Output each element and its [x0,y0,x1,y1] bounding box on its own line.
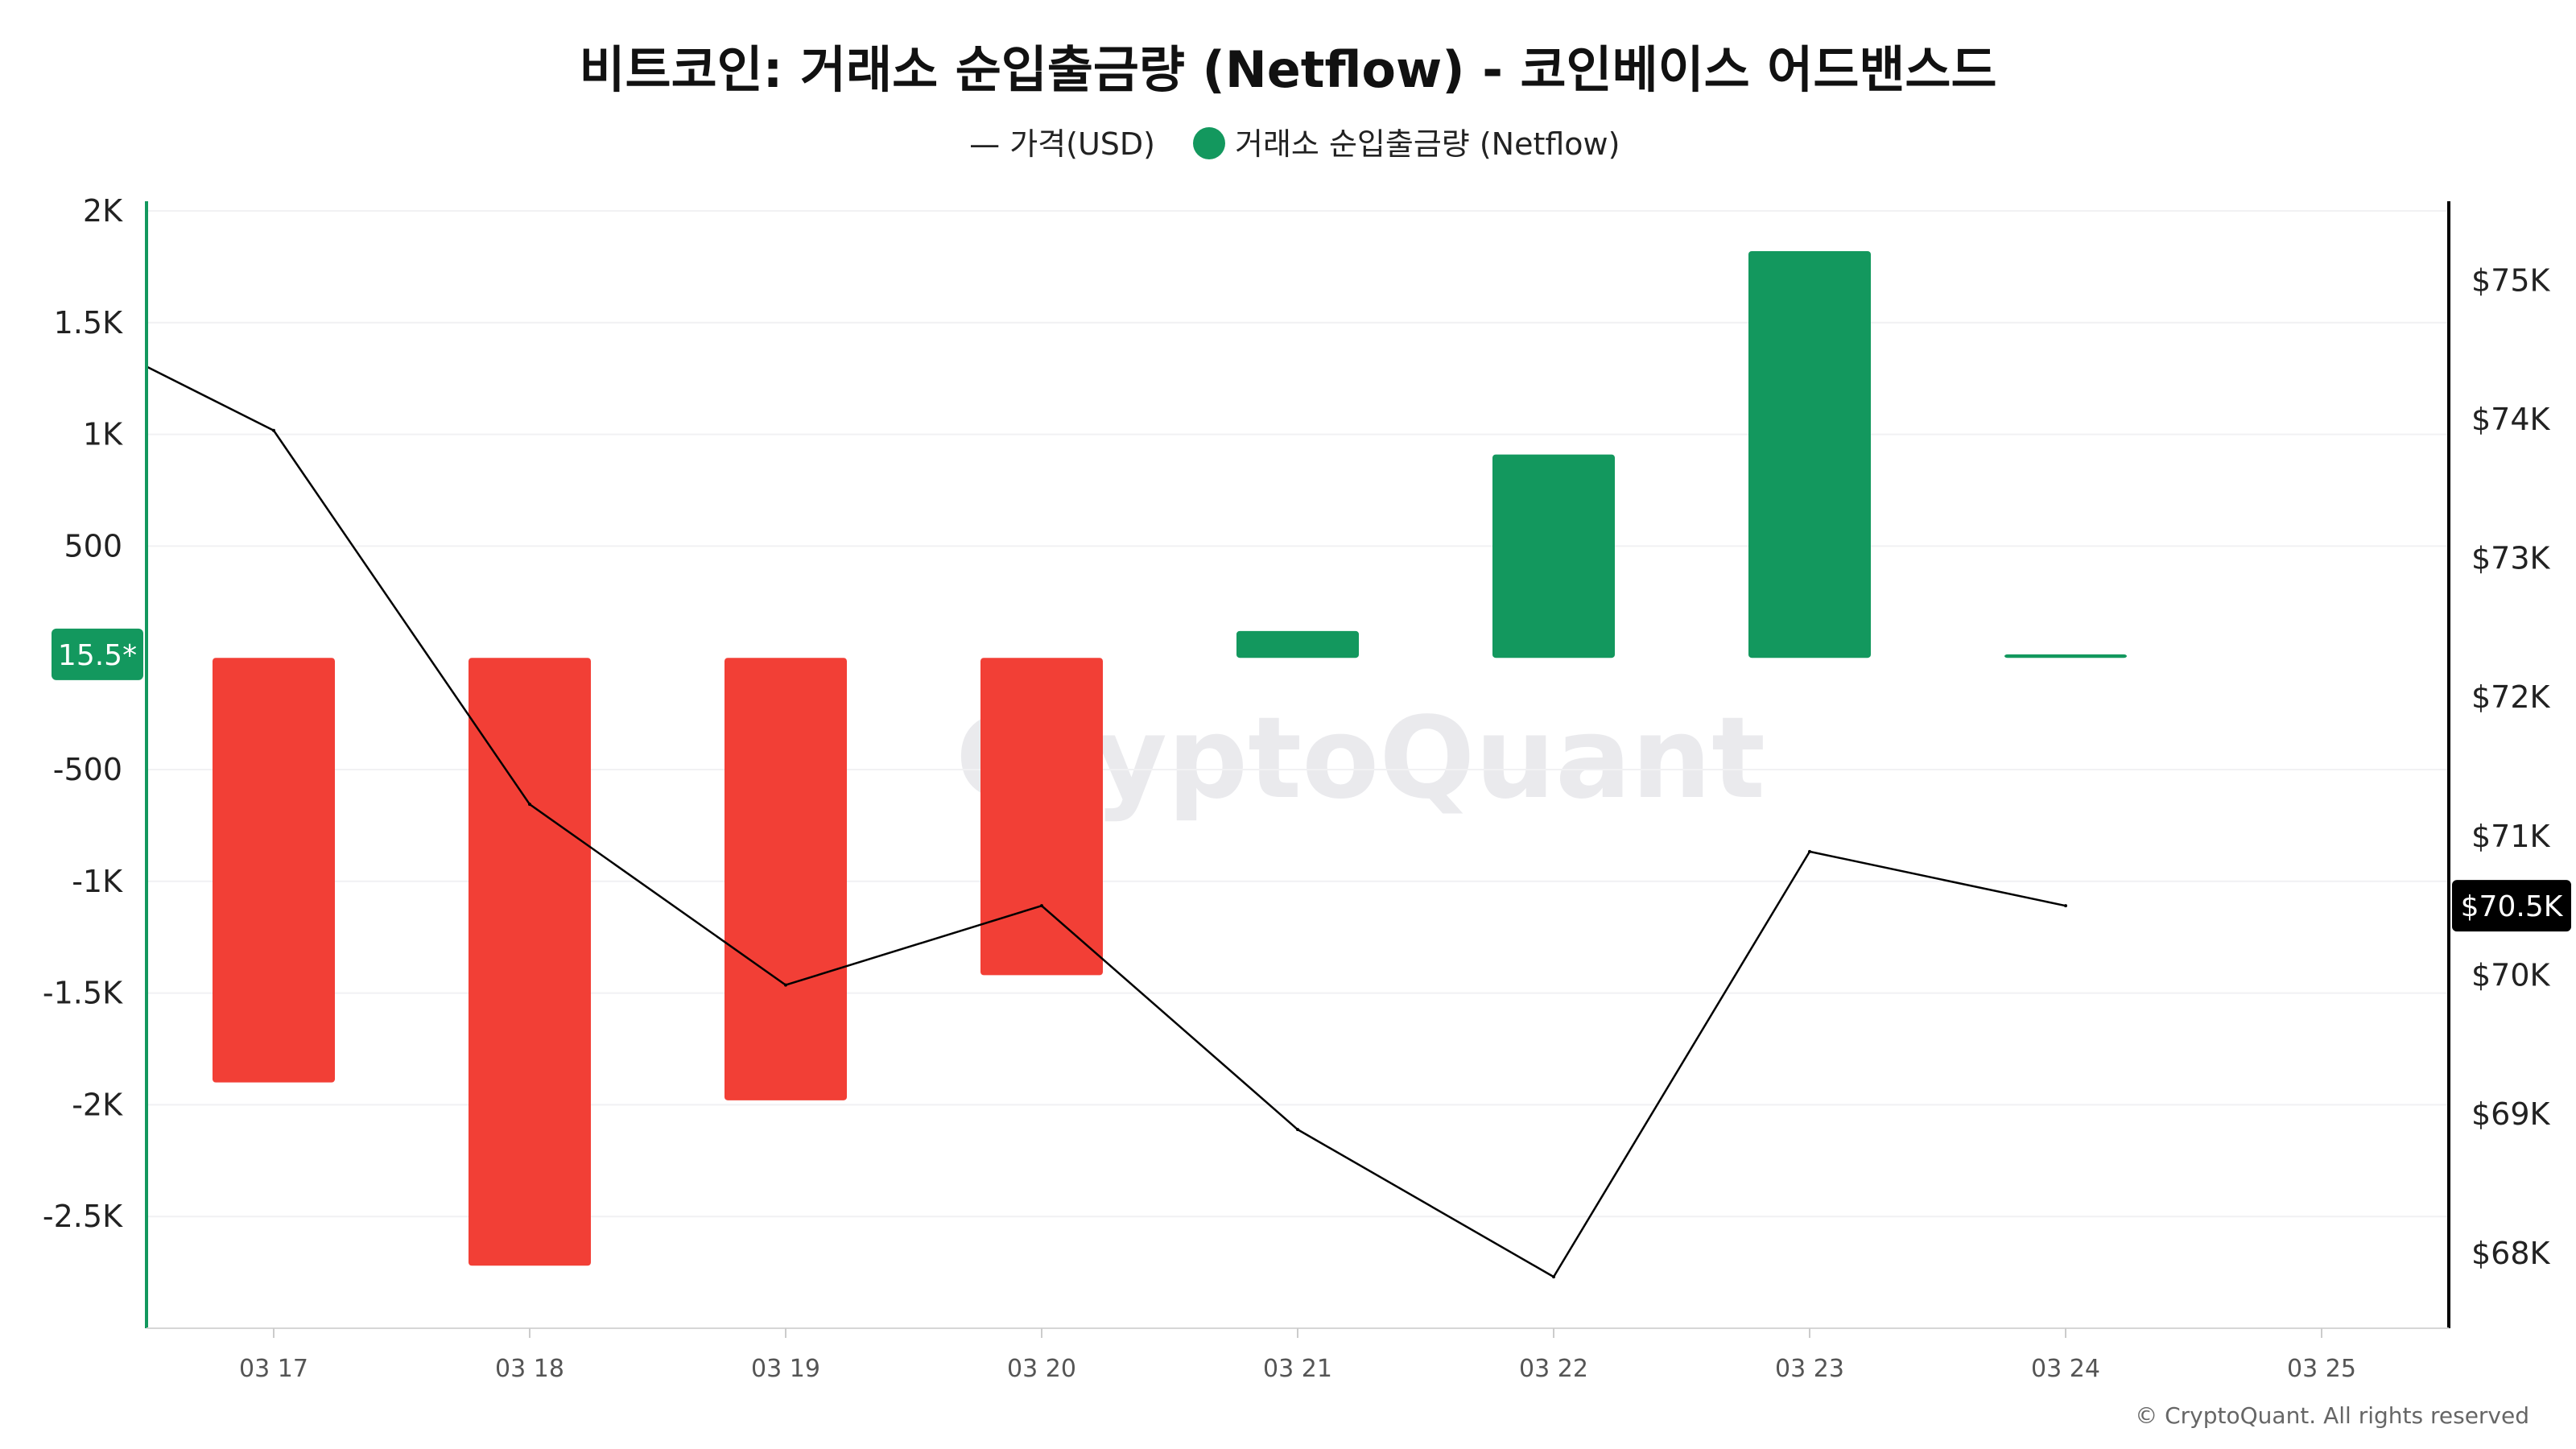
chart-title: 비트코인: 거래소 순입출금량 (Netflow) - 코인베이스 어드밴스드 [580,40,1997,99]
price-point[interactable] [272,428,275,432]
netflow-bar[interactable] [1236,630,1359,658]
right-axis-tick-label: $73K [2471,541,2551,576]
copyright-text: © CryptoQuant. All rights reserved [2135,1402,2529,1429]
x-axis-tick-label: 03 18 [495,1355,564,1383]
left-axis-tick-label: 1K [83,417,123,452]
x-axis-tick-label: 03 19 [751,1355,820,1383]
x-axis-tick-label: 03 17 [239,1355,308,1383]
price-point[interactable] [1552,1275,1555,1279]
left-axis-tick-label: 500 [64,528,122,564]
x-axis-tick-label: 03 20 [1007,1355,1076,1383]
netflow-bar[interactable] [469,658,591,1266]
right-axis-tick-label: $72K [2471,679,2551,715]
x-axis-tick-label: 03 25 [2287,1355,2356,1383]
x-axis-tick-label: 03 23 [1775,1355,1844,1383]
legend-netflow-label[interactable]: 거래소 순입출금량 (Netflow) [1235,126,1620,162]
netflow-bar[interactable] [980,658,1103,976]
chart-legend[interactable]: — 가격(USD) 거래소 순입출금량 (Netflow) [969,126,1620,162]
price-point[interactable] [528,803,531,807]
right-axis-tick-label: $69K [2471,1096,2551,1132]
left-axis-ticks: 2K 1.5K 1K 500 -500 -1K -1.5K -2K -2.5K [43,193,123,1234]
right-axis-tick-label: $74K [2471,402,2551,437]
price-point[interactable] [1040,904,1043,908]
netflow-bar[interactable] [1492,454,1615,658]
right-axis-tick-label: $68K [2471,1236,2551,1271]
legend-price-label[interactable]: — 가격(USD) [969,126,1155,162]
price-line-group [146,365,2067,1279]
left-axis-tick-label: -2.5K [43,1199,123,1234]
right-axis-tick-label: $75K [2471,262,2551,298]
price-value-badge: $70.5K [2452,880,2571,932]
right-axis-ticks: $75K $74K $73K $72K $71K $70K $69K $68K [2471,262,2551,1270]
right-axis-tick-label: $71K [2471,819,2551,854]
x-axis-ticks: 03 17 03 18 03 19 03 20 03 21 03 22 03 23 03 24… [239,1328,2356,1383]
left-axis-tick-label: 1.5K [54,305,123,341]
netflow-bars [213,250,2127,1266]
netflow-bar[interactable] [724,658,847,1100]
price-value-badge-text: $70.5K [2461,890,2564,923]
left-axis-tick-label: 2K [83,193,123,229]
x-axis-tick-label: 03 21 [1263,1355,1332,1383]
left-axis-tick-label: -500 [53,752,122,787]
netflow-bar[interactable] [2004,654,2127,658]
right-axis-tick-label: $70K [2471,958,2551,993]
left-axis-tick-label: -2K [72,1087,123,1122]
netflow-value-badge: 15.5* [52,628,143,680]
price-point[interactable] [784,983,787,987]
price-point[interactable] [1808,849,1811,853]
price-point[interactable] [1296,1128,1299,1132]
left-axis-tick-label: -1K [72,864,123,899]
netflow-bar[interactable] [213,658,335,1083]
x-axis-tick-label: 03 24 [2031,1355,2100,1383]
netflow-bar[interactable] [1748,250,1871,658]
netflow-value-badge-text: 15.5* [58,639,137,672]
legend-netflow-dot-icon [1193,127,1225,159]
x-axis-tick-label: 03 22 [1519,1355,1588,1383]
left-axis-tick-label: -1.5K [43,976,123,1011]
price-point[interactable] [2064,904,2067,908]
